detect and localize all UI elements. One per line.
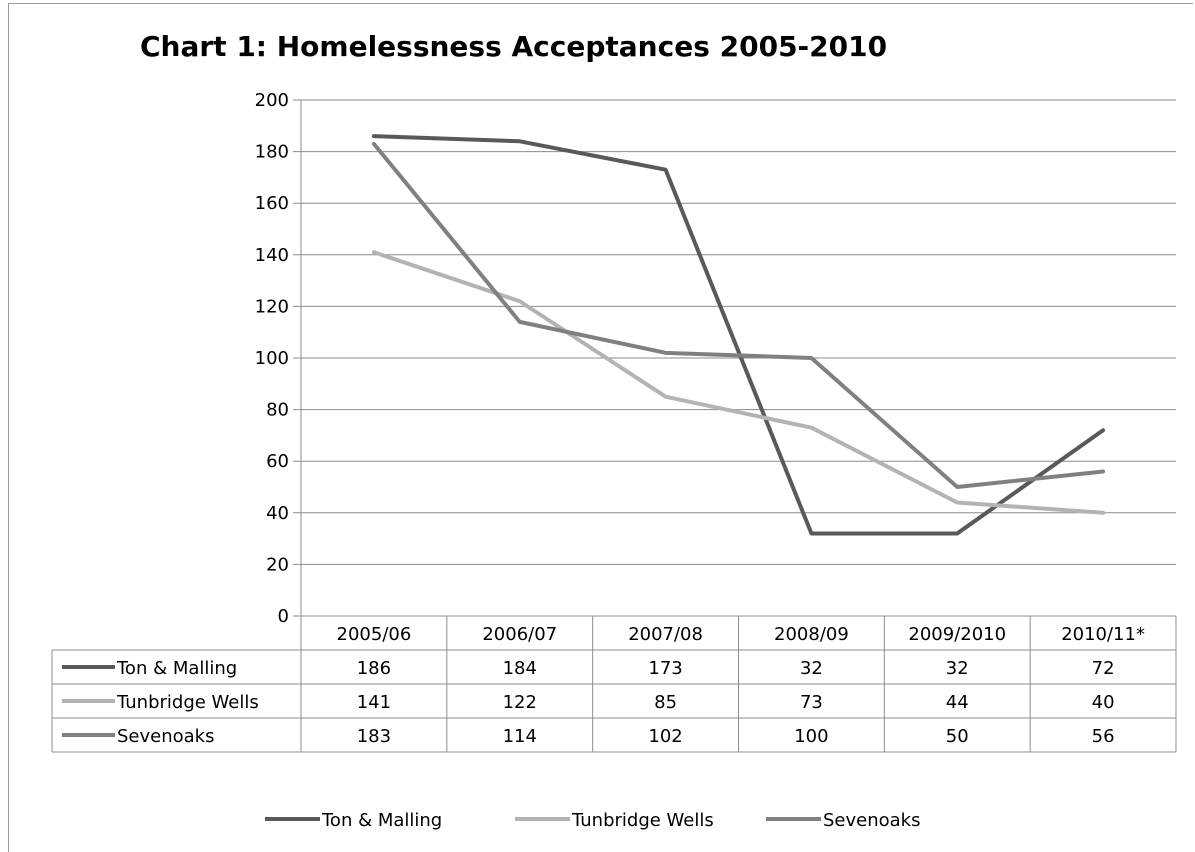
table-value: 73 (800, 692, 823, 713)
table-value: 183 (357, 726, 391, 747)
series-lines (371, 134, 1106, 536)
table-value: 56 (1092, 726, 1115, 747)
y-tick-label: 120 (255, 296, 289, 317)
y-axis-ticks: 0 20 40 60 80 100 120 140 160 180 200 (255, 90, 289, 627)
legend-label: Tunbridge Wells (571, 810, 714, 831)
table-value: 72 (1092, 658, 1115, 679)
y-tick-label: 100 (255, 348, 289, 369)
table-value: 141 (357, 692, 391, 713)
y-tick-label: 40 (266, 503, 289, 524)
y-tick-label: 160 (255, 193, 289, 214)
y-tick-label: 0 (278, 606, 289, 627)
table-value: 102 (648, 726, 682, 747)
data-table: 2005/06 2006/07 2007/08 2008/09 2009/2010 201… (51, 615, 1177, 753)
table-value: 100 (794, 726, 828, 747)
chart-title: Chart 1: Homelessness Acceptances 2005-2… (140, 30, 888, 63)
table-value: 173 (648, 658, 682, 679)
x-category-label: 2007/08 (628, 624, 703, 645)
gridlines (293, 99, 1176, 617)
y-tick-label: 20 (266, 554, 289, 575)
y-tick-label: 140 (255, 245, 289, 266)
table-value: 114 (503, 726, 537, 747)
series-line-0 (371, 134, 1106, 536)
table-value: 32 (946, 658, 969, 679)
x-category-label: 2005/06 (337, 624, 412, 645)
y-tick-label: 60 (266, 451, 289, 472)
table-value: 85 (654, 692, 677, 713)
table-value: 186 (357, 658, 391, 679)
table-value: 50 (946, 726, 969, 747)
table-value: 122 (503, 692, 537, 713)
table-series-name: Ton & Malling (116, 658, 237, 679)
x-category-label: 2008/09 (774, 624, 849, 645)
table-series-name: Sevenoaks (117, 726, 214, 747)
x-category-label: 2010/11* (1061, 624, 1145, 645)
series-line-2 (371, 141, 1106, 489)
table-value: 184 (503, 658, 537, 679)
table-value: 44 (946, 692, 969, 713)
chart-frame (8, 3, 1193, 852)
series-line-1 (371, 250, 1106, 515)
table-value: 40 (1092, 692, 1115, 713)
legend-label: Ton & Malling (321, 810, 442, 831)
table-value: 32 (800, 658, 823, 679)
y-tick-label: 180 (255, 142, 289, 163)
legend: Ton & Malling Tunbridge Wells Sevenoaks (265, 810, 920, 831)
y-tick-label: 200 (255, 90, 289, 111)
x-category-label: 2009/2010 (908, 624, 1006, 645)
x-category-label: 2006/07 (482, 624, 557, 645)
y-tick-label: 80 (266, 400, 289, 421)
table-series-name: Tunbridge Wells (116, 692, 259, 713)
legend-label: Sevenoaks (823, 810, 920, 831)
